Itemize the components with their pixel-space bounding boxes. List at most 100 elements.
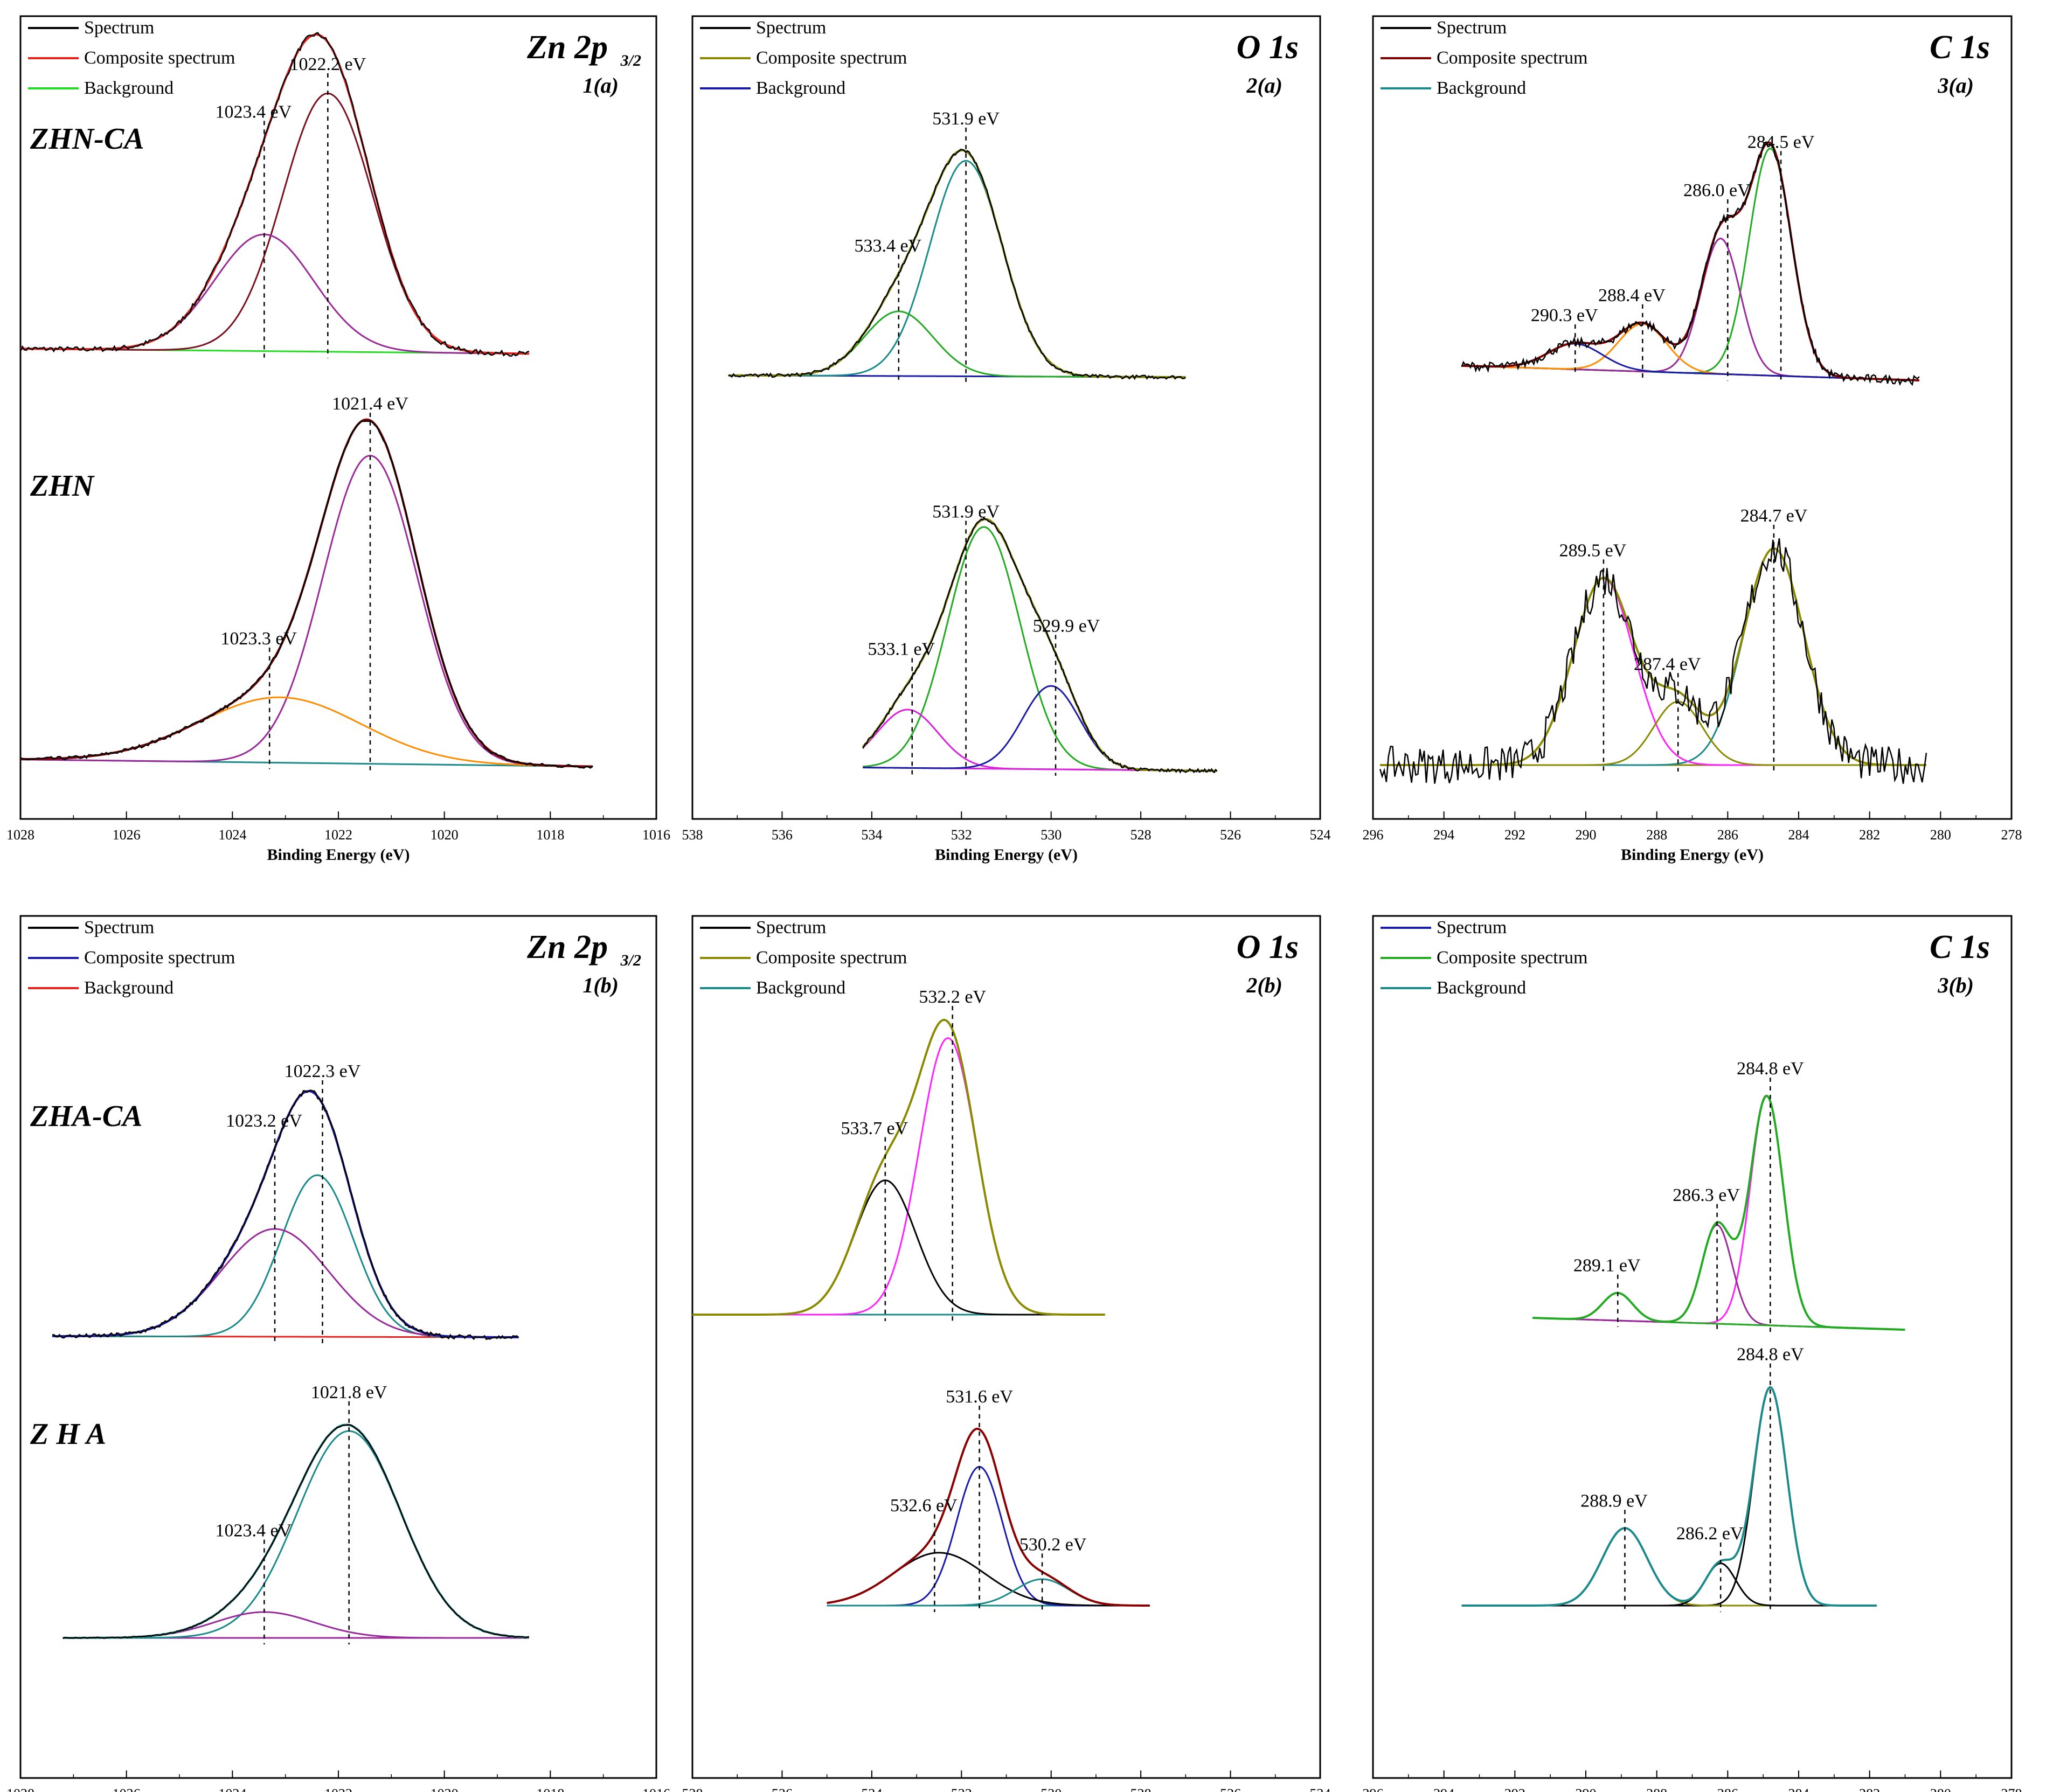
- component-peak-0: [1532, 1095, 1905, 1331]
- spectrum-group-1: 1021.4 eV 1023.3 eV ZHN: [20, 394, 593, 770]
- spectrum-group-0: 532.2 eV 533.7 eV: [692, 987, 1105, 1321]
- panel-title: Zn 2p 3/21(a): [526, 29, 641, 98]
- x-tick-label: 1018: [536, 827, 564, 843]
- x-tick-label: 524: [1310, 827, 1331, 843]
- x-tick-label: 532: [951, 827, 972, 843]
- panel-title: Zn 2p 3/21(b): [526, 929, 641, 997]
- peak-label: 531.9 eV: [932, 109, 1000, 129]
- x-tick-label: 1016: [642, 827, 670, 843]
- sample-label: ZHN: [30, 469, 95, 503]
- component-peak-1: [52, 1228, 519, 1338]
- legend-label-1: Composite spectrum: [756, 948, 907, 968]
- legend-label-2: Background: [1437, 978, 1526, 998]
- x-tick-label: 1018: [536, 1786, 564, 1792]
- component-peak-1: [1532, 1224, 1905, 1331]
- x-tick-label: 528: [1130, 1786, 1152, 1792]
- panel-p2a: 538 536 534 532 530 528 526 524 Binding Energy (…: [682, 15, 1331, 864]
- legend-label-2: Background: [84, 978, 174, 998]
- composite-spectrum: [1532, 1094, 1905, 1331]
- panel-title: O 1s 2(b): [1237, 929, 1299, 997]
- x-tick-label: 278: [2001, 1786, 2022, 1792]
- spectrum-group-1: 1021.8 eV 1023.4 eV Z H A: [30, 1383, 530, 1644]
- x-tick-label: 526: [1220, 827, 1241, 843]
- legend-label-0: Spectrum: [756, 18, 826, 38]
- raw-spectrum: [19, 32, 530, 357]
- x-tick-label: 534: [861, 827, 882, 843]
- peak-label: 1023.4 eV: [216, 102, 292, 122]
- panel-p3a: 296 294 292 290 288 286 284 282 280 278 Binding En…: [1363, 15, 2022, 864]
- spectrum-group-0: 1022.2 eV 1023.4 eV ZHN-CA: [19, 32, 530, 358]
- spectrum-group-0: 531.9 eV 533.4 eV: [728, 109, 1186, 383]
- composite-spectrum: [20, 418, 593, 768]
- peak-label: 531.9 eV: [932, 502, 1000, 522]
- x-tick-label: 284: [1788, 1786, 1809, 1792]
- peak-label: 288.4 eV: [1598, 286, 1666, 305]
- x-tick-label: 280: [1930, 827, 1951, 843]
- peak-label: 1023.2 eV: [226, 1111, 302, 1131]
- legend-label-2: Background: [1437, 78, 1526, 98]
- component-peak-1: [20, 696, 593, 768]
- x-axis-label: Binding Energy (eV): [935, 846, 1078, 864]
- component-peak-2: [1380, 700, 1926, 766]
- composite-spectrum: [63, 1423, 530, 1639]
- peak-label: 286.0 eV: [1683, 180, 1751, 200]
- x-tick-label: 536: [772, 1786, 793, 1792]
- panel-frame: [19, 915, 657, 1779]
- peak-label: 1021.8 eV: [311, 1383, 387, 1402]
- panel-frame: [1372, 915, 2013, 1779]
- x-tick-label: 284: [1788, 827, 1809, 843]
- peak-label: 289.1 eV: [1573, 1256, 1641, 1276]
- legend-label-1: Composite spectrum: [84, 48, 235, 68]
- raw-spectrum: [1461, 141, 1920, 386]
- composite-spectrum: [1461, 1386, 1877, 1607]
- raw-spectrum: [52, 1089, 519, 1340]
- component-peak-1: [20, 233, 530, 355]
- x-tick-label: 290: [1576, 1786, 1597, 1792]
- spectrum-group-1: 284.7 eV 289.5 eV 287.4 eV: [1379, 506, 1927, 784]
- x-tick-label: 296: [1363, 827, 1384, 843]
- component-peak-1: [728, 310, 1186, 378]
- legend: Spectrum Composite spectrum Background: [700, 18, 907, 98]
- panel-title-main: C 1s: [1930, 929, 1990, 966]
- panel-label: 3(a): [1937, 73, 1974, 98]
- x-tick-label: 1020: [431, 827, 459, 843]
- x-tick-label: 1028: [6, 1786, 34, 1792]
- peak-label: 1021.4 eV: [332, 394, 408, 414]
- peak-label: 531.6 eV: [946, 1387, 1013, 1407]
- x-tick-label: 286: [1717, 1786, 1738, 1792]
- legend-label-1: Composite spectrum: [756, 48, 907, 68]
- x-tick-label: 286: [1717, 827, 1738, 843]
- raw-spectrum: [862, 517, 1218, 774]
- x-axis-ticks: 538 536 534 532 530 528 526 524: [682, 811, 1331, 843]
- x-tick-label: 526: [1220, 1786, 1241, 1792]
- legend: Spectrum Composite spectrum Background: [1381, 18, 1587, 98]
- x-axis-label: Binding Energy (eV): [1621, 846, 1764, 864]
- x-axis-label: Binding Energy (eV): [267, 846, 410, 864]
- x-axis-ticks: 296 294 292 290 288 286 284 282 280 278: [1363, 1770, 2022, 1792]
- legend: Spectrum Composite spectrum Background: [700, 918, 907, 998]
- peak-label: 533.4 eV: [854, 236, 921, 256]
- x-tick-label: 528: [1130, 827, 1152, 843]
- peak-label: 533.1 eV: [868, 639, 935, 659]
- sample-label: ZHN-CA: [30, 122, 144, 156]
- component-peak-1: [827, 1552, 1150, 1607]
- legend-label-2: Background: [756, 978, 845, 998]
- x-tick-label: 292: [1504, 1786, 1525, 1792]
- peak-label: 533.7 eV: [841, 1119, 908, 1138]
- x-axis-ticks: 538 536 534 532 530 528 526 524: [682, 1770, 1331, 1792]
- legend-label-2: Background: [756, 78, 845, 98]
- x-tick-label: 288: [1646, 1786, 1667, 1792]
- peak-label: 529.9 eV: [1033, 616, 1100, 636]
- x-tick-label: 1016: [642, 1786, 670, 1792]
- panel-frame: [691, 15, 1321, 820]
- panel-title-main: C 1s: [1930, 29, 1990, 66]
- spectrum-group-1: 531.9 eV 533.1 eV 529.9 eV: [862, 502, 1218, 776]
- peak-label: 284.8 eV: [1737, 1345, 1804, 1365]
- spectrum-group-0: 1022.3 eV 1023.2 eV ZHA-CA: [30, 1061, 519, 1344]
- panel-label: 1(a): [582, 73, 619, 98]
